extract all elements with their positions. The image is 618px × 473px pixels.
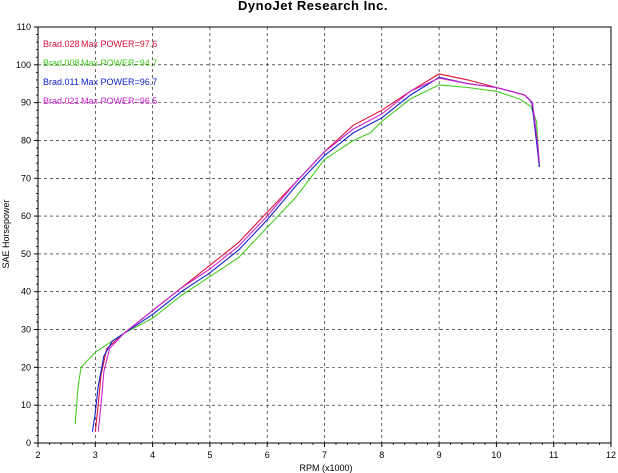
series-lines <box>74 73 540 432</box>
legend-series-name: Brad.028 <box>43 39 80 49</box>
x-tick-label: 2 <box>35 450 40 460</box>
x-tick-label: 4 <box>150 450 155 460</box>
x-axis-label: RPM (x1000) <box>299 463 352 473</box>
y-tick-label: 50 <box>21 249 31 259</box>
y-tick-label: 80 <box>21 135 31 145</box>
legend-series-name: Brad.021 <box>43 96 80 106</box>
y-tick-label: 0 <box>26 438 31 448</box>
x-tick-label: 10 <box>491 450 501 460</box>
y-tick-label: 30 <box>21 325 31 335</box>
y-tick-label: 60 <box>21 211 31 221</box>
x-tick-label: 8 <box>379 450 384 460</box>
legend-max-power: Max POWER=96.5 <box>81 96 157 106</box>
y-axis-label: SAE Horsepower <box>1 199 11 268</box>
series-line-brad-008 <box>74 84 540 425</box>
x-tick-label: 9 <box>437 450 442 460</box>
legend-series-name: Brad.008 <box>43 58 80 68</box>
axes <box>34 26 612 447</box>
legend-max-power: Max POWER=94.7 <box>81 58 157 68</box>
tick-labels: 2 3 4 5 6 7 8 9 10 11 12 0 10 20 30 40 50 60 70 80 90 100 110 <box>16 22 616 460</box>
x-tick-label: 12 <box>606 450 616 460</box>
x-tick-label: 6 <box>265 450 270 460</box>
y-tick-label: 90 <box>21 98 31 108</box>
chart-title: DynoJet Research Inc. <box>238 0 388 13</box>
y-tick-label: 40 <box>21 287 31 297</box>
legend-max-power: Max POWER=97.6 <box>81 39 157 49</box>
x-tick-label: 3 <box>93 450 98 460</box>
series-line-brad-021 <box>97 77 540 432</box>
x-tick-label: 11 <box>549 450 558 460</box>
y-tick-label: 100 <box>16 60 31 70</box>
x-tick-label: 7 <box>322 450 327 460</box>
legend-series-name: Brad.011 <box>43 77 79 87</box>
x-tick-label: 5 <box>207 450 212 460</box>
y-tick-label: 20 <box>21 362 31 372</box>
legend-max-power: Max POWER=96.7 <box>81 77 157 87</box>
y-tick-label: 10 <box>21 400 31 410</box>
y-tick-label: 110 <box>17 22 31 32</box>
y-tick-label: 70 <box>21 173 31 183</box>
